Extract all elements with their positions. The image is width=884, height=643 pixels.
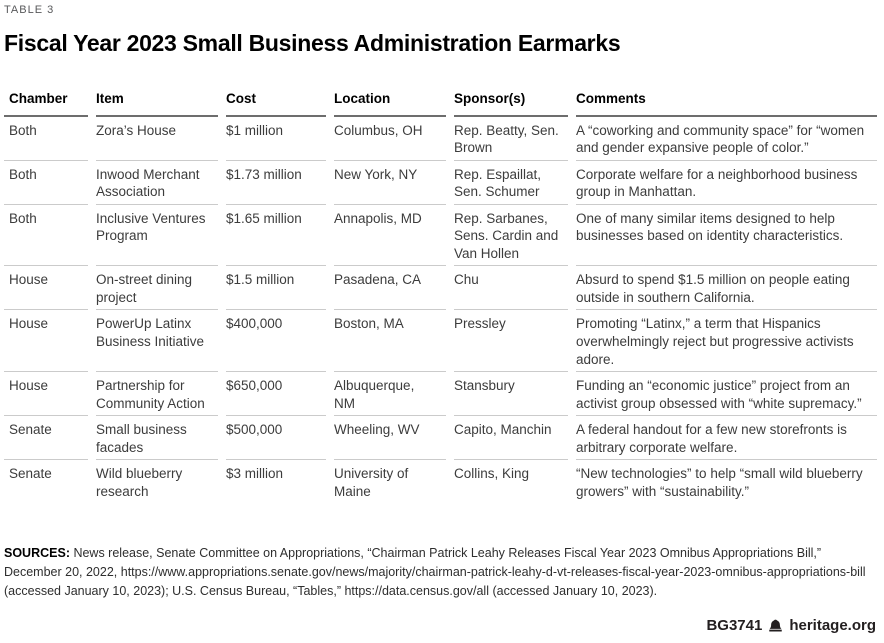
table-row: Both Inclusive Ventures Program $1.65 mill…	[4, 204, 877, 267]
cell-comments: A federal handout for a few new storefro…	[576, 416, 877, 461]
cell-location: Columbus, OH	[334, 116, 454, 161]
cell-chamber: Both	[4, 116, 96, 161]
cell-item: PowerUp Latinx Business Initiative	[96, 310, 226, 373]
cell-item: Inclusive Ventures Program	[96, 204, 226, 267]
cell-sponsors: Stansbury	[454, 372, 576, 417]
table-row: Both Zora’s House $1 million Columbus, OH Re…	[4, 116, 877, 161]
page-title: Fiscal Year 2023 Small Business Administ…	[4, 30, 621, 56]
table-row: Senate Wild blueberry research $3 million U…	[4, 460, 877, 504]
cell-comments: A “coworking and community space” for “w…	[576, 116, 877, 161]
table-header: Chamber Item Cost Location Sponsor(s) Comment…	[4, 90, 877, 117]
cell-chamber: Both	[4, 160, 96, 205]
cell-item: Partnership for Community Action	[96, 372, 226, 417]
report-id: BG3741	[706, 617, 763, 634]
table-row: Senate Small business facades $500,000 Whee…	[4, 416, 877, 461]
cell-comments: Funding an “economic justice” project fr…	[576, 372, 877, 417]
cell-item: On-street dining project	[96, 266, 226, 311]
cell-cost: $1.5 million	[226, 266, 334, 311]
cell-chamber: Senate	[4, 416, 96, 461]
cell-location: University of Maine	[334, 466, 409, 499]
table-label: TABLE 3	[4, 4, 55, 16]
cell-sponsors: Capito, Manchin	[454, 416, 576, 461]
table-body: Both Zora’s House $1 million Columbus, OH Re…	[4, 116, 877, 505]
cell-item: Inwood Merchant Association	[96, 160, 226, 205]
column-header-comments: Comments	[576, 90, 877, 117]
column-header-chamber: Chamber	[4, 90, 96, 117]
cell-sponsors: Collins, King	[454, 466, 530, 482]
cell-chamber: Both	[4, 204, 96, 267]
cell-sponsors: Chu	[454, 266, 576, 311]
table-row: Both Inwood Merchant Association $1.73 mil…	[4, 160, 877, 205]
heritage-liberty-bell-icon	[768, 618, 783, 633]
table-row: House Partnership for Community Action $65…	[4, 372, 877, 417]
cell-sponsors: Rep. Sarbanes, Sens. Cardin and Van Holl…	[454, 204, 576, 267]
cell-chamber: House	[4, 266, 96, 311]
cell-cost: $1.73 million	[226, 160, 334, 205]
sources-label: SOURCES:	[4, 546, 70, 561]
cell-chamber: Senate	[9, 466, 52, 482]
header-row: Chamber Item Cost Location Sponsor(s) Comment…	[4, 90, 877, 117]
cell-sponsors: Pressley	[454, 310, 576, 373]
cell-comments: Absurd to spend $1.5 million on people e…	[576, 266, 877, 311]
table-row: House On-street dining project $1.5 millio…	[4, 266, 877, 311]
cell-cost: $400,000	[226, 310, 334, 373]
column-header-sponsors: Sponsor(s)	[454, 90, 576, 117]
table-figure: TABLE 3 Fiscal Year 2023 Small Business …	[4, 4, 877, 634]
cell-comments: “New technologies” to help “small wild b…	[576, 466, 863, 499]
cell-location: Albuquerque, NM	[334, 372, 454, 417]
cell-comments: Corporate welfare for a neighborhood bus…	[576, 160, 877, 205]
cell-item: Small business facades	[96, 416, 226, 461]
sources-note: SOURCES: News release, Senate Committee …	[4, 544, 877, 601]
cell-comments: Promoting “Latinx,” a term that Hispanic…	[576, 310, 877, 373]
column-header-cost: Cost	[226, 90, 334, 117]
cell-cost: $650,000	[226, 372, 334, 417]
cell-cost: $1.65 million	[226, 204, 334, 267]
earmarks-table: Chamber Item Cost Location Sponsor(s) Comment…	[4, 90, 877, 504]
cell-location: Annapolis, MD	[334, 204, 454, 267]
cell-location: Wheeling, WV	[334, 416, 454, 461]
cell-sponsors: Rep. Espaillat, Sen. Schumer	[454, 160, 576, 205]
cell-chamber: House	[4, 372, 96, 417]
cell-item: Zora’s House	[96, 116, 226, 161]
cell-location: New York, NY	[334, 160, 454, 205]
cell-comments: One of many similar items designed to he…	[576, 204, 877, 267]
cell-chamber: House	[4, 310, 96, 373]
sources-text: News release, Senate Committee on Approp…	[4, 546, 866, 599]
column-header-item: Item	[96, 90, 226, 117]
cell-item: Wild blueberry research	[96, 466, 183, 499]
cell-cost: $500,000	[226, 416, 334, 461]
site-name: heritage.org	[789, 617, 876, 634]
cell-cost: $1 million	[226, 116, 334, 161]
footer: BG3741 heritage.org	[706, 617, 876, 634]
cell-sponsors: Rep. Beatty, Sen. Brown	[454, 116, 576, 161]
cell-location: Boston, MA	[334, 310, 454, 373]
column-header-location: Location	[334, 90, 454, 117]
cell-location: Pasadena, CA	[334, 266, 454, 311]
table-row: House PowerUp Latinx Business Initiative $…	[4, 310, 877, 373]
cell-cost: $3 million	[226, 466, 284, 482]
